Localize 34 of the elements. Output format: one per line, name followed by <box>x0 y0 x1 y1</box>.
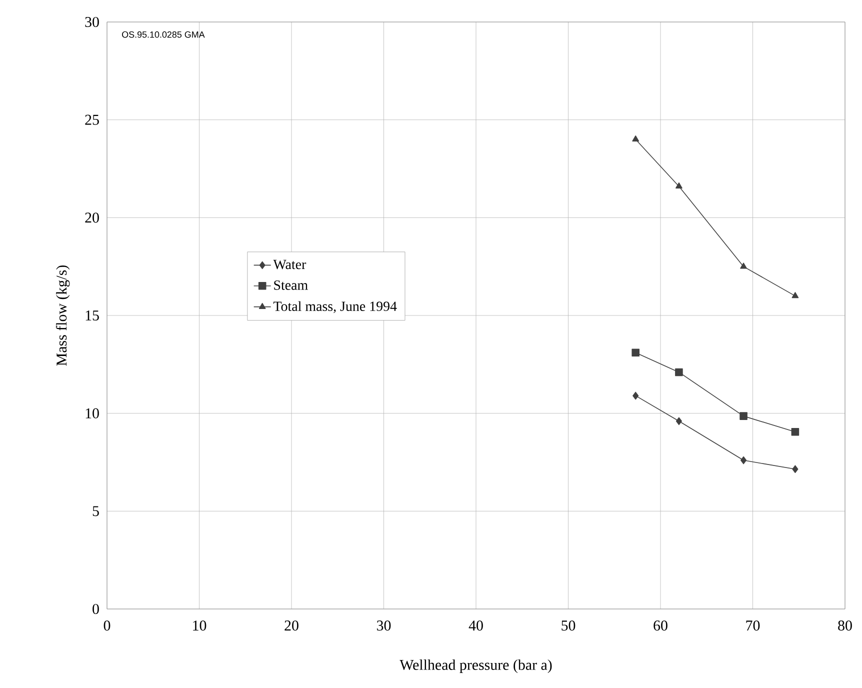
annotation: OS.95.10.0285 GMA <box>122 31 205 38</box>
point <box>676 417 682 426</box>
x-tick-label: 20 <box>284 620 298 631</box>
y-tick-label: 20 <box>85 212 99 223</box>
point <box>792 292 799 298</box>
x-tick-label: 80 <box>838 620 852 631</box>
point <box>632 348 640 357</box>
legend-label: Total mass, June 1994 <box>273 301 397 314</box>
x-tick-label: 0 <box>104 620 110 631</box>
y-tick-label: 0 <box>92 604 99 614</box>
y-axis-title: Mass flow (kg/s) <box>56 266 70 366</box>
point <box>632 135 640 142</box>
x-tick-label: 40 <box>468 620 483 631</box>
legend-label: Steam <box>274 280 308 290</box>
point <box>676 182 682 188</box>
point <box>791 428 800 436</box>
point <box>792 465 798 473</box>
y-tick-label: 15 <box>86 310 99 320</box>
point <box>740 412 748 420</box>
y-tick-label: 10 <box>86 408 99 418</box>
point <box>740 262 747 269</box>
x-tick-label: 10 <box>193 620 206 631</box>
x-tick-label: 60 <box>654 620 668 631</box>
point <box>740 456 747 464</box>
point <box>675 368 683 376</box>
point <box>632 392 639 400</box>
y-tick-label: 5 <box>92 506 99 516</box>
x-tick-label: 70 <box>746 620 760 631</box>
x-tick-label: 30 <box>377 620 391 631</box>
legend-label: Water <box>273 260 306 270</box>
x-axis-title: Wellhead pressure (bar a) <box>400 659 552 673</box>
x-tick-label: 50 <box>562 620 576 631</box>
y-tick-label: 25 <box>85 114 99 125</box>
y-tick-label: 30 <box>85 16 99 28</box>
